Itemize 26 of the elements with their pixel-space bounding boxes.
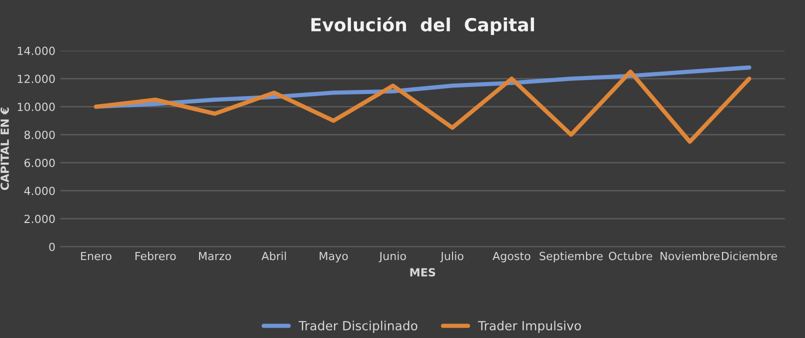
y-tick-label: 2.000 bbox=[24, 214, 55, 224]
y-tick-label: 12.000 bbox=[18, 74, 55, 84]
x-tick-label: Junio bbox=[378, 252, 406, 262]
x-tick-label: Marzo bbox=[199, 252, 231, 260]
legend-label: Trader Disciplinado bbox=[298, 320, 418, 333]
x-tick-label: Enero bbox=[81, 252, 112, 260]
x-tick-label: Julio bbox=[440, 252, 464, 262]
y-tick-label: 8.000 bbox=[24, 130, 55, 140]
x-tick-label: Septiembre bbox=[540, 252, 603, 262]
x-tick-label: Agosto bbox=[492, 252, 530, 262]
legend-label: Trader Impulsivo bbox=[478, 320, 581, 333]
x-tick-label: Diciembre bbox=[722, 252, 778, 260]
y-axis-title: CAPITAL EN € bbox=[0, 108, 9, 190]
x-tick-label: Mayo bbox=[320, 252, 348, 262]
x-tick-label: Abril bbox=[262, 252, 286, 260]
x-tick-label: Febrero bbox=[136, 252, 176, 260]
x-tick-label: Noviembre bbox=[660, 252, 720, 260]
x-axis-title: MES bbox=[410, 268, 436, 277]
x-tick-label: Octubre bbox=[608, 252, 652, 260]
y-tick-label: 4.000 bbox=[24, 186, 55, 196]
y-tick-label: 0 bbox=[49, 242, 55, 252]
chart-title: Evolución del Capital bbox=[311, 16, 534, 36]
line-series bbox=[94, 70, 752, 144]
y-tick-label: 14.000 bbox=[18, 46, 55, 56]
y-tick-label: 10.000 bbox=[18, 102, 55, 112]
y-tick-label: 6.000 bbox=[24, 158, 55, 168]
